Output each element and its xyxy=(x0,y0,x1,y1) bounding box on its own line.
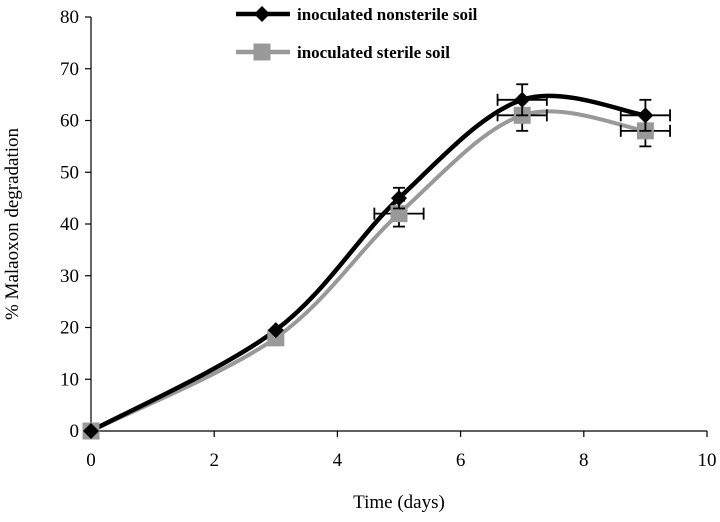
y-tick-label: 0 xyxy=(70,421,80,442)
legend-marker xyxy=(254,6,270,22)
y-tick-label: 50 xyxy=(60,162,79,183)
legend: inoculated nonsterile soil inoculated ste… xyxy=(236,5,478,62)
series-layer xyxy=(82,83,671,440)
y-tick-label: 30 xyxy=(60,266,79,287)
x-tick-label: 4 xyxy=(333,450,343,471)
y-tick-label: 60 xyxy=(60,111,79,132)
data-point-diamond xyxy=(391,190,407,207)
axes xyxy=(90,17,707,432)
series-sterile-line xyxy=(89,109,648,433)
y-tick-label: 80 xyxy=(60,7,79,28)
legend-label: inoculated nonsterile soil xyxy=(297,5,478,24)
x-tick-label: 8 xyxy=(579,450,589,471)
series-nonsterile-line xyxy=(88,93,648,434)
legend-item: inoculated nonsterile soil xyxy=(236,5,478,24)
legend-item: inoculated sterile soil xyxy=(236,43,450,62)
series-curve xyxy=(88,93,648,434)
y-tick-label: 70 xyxy=(60,59,79,80)
x-tick-label: 2 xyxy=(209,450,219,471)
data-point-diamond xyxy=(637,107,654,124)
series-sterile-points xyxy=(82,98,671,440)
y-tick-label: 10 xyxy=(60,369,79,390)
y-axis-ticks: 0 10 20 30 40 50 60 70 80 xyxy=(60,7,91,442)
x-tick-label: 0 xyxy=(86,450,96,471)
data-point-diamond xyxy=(83,423,99,439)
legend-label: inoculated sterile soil xyxy=(297,43,450,62)
x-axis-ticks: 0 2 4 6 8 10 xyxy=(86,431,717,471)
series-nonsterile-points xyxy=(83,83,671,439)
data-point-square xyxy=(390,205,408,223)
y-tick-label: 20 xyxy=(60,318,79,339)
data-point-diamond xyxy=(514,91,531,108)
series-curve xyxy=(89,109,648,433)
data-point-diamond xyxy=(267,322,284,339)
y-tick-label: 40 xyxy=(60,214,79,235)
x-tick-label: 6 xyxy=(456,450,466,471)
legend-marker xyxy=(253,43,271,61)
y-axis-title: % Malaoxon degradation xyxy=(2,127,23,320)
x-axis-title: Time (days) xyxy=(353,492,445,513)
x-tick-label: 10 xyxy=(698,450,717,471)
